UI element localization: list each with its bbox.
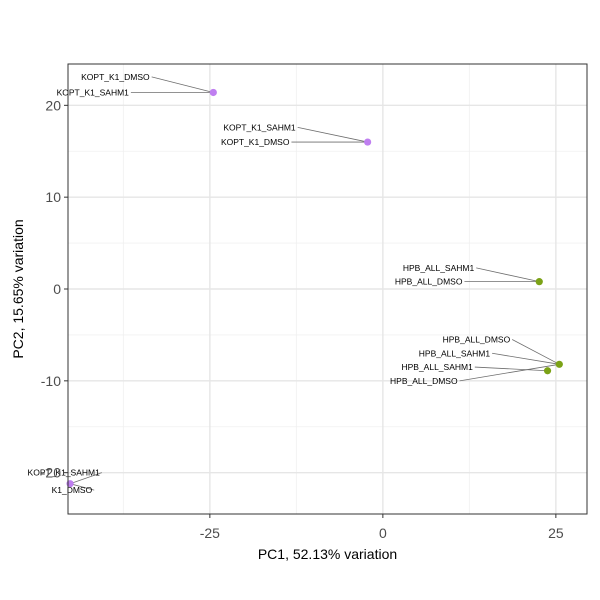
y-tick-label: -10 [41,373,61,389]
data-point [535,278,543,286]
data-point [555,360,563,368]
label-connector [474,366,548,372]
data-point [543,367,552,375]
point-label: K1_DMSO [52,485,93,495]
point-label: HPB_ALL_SAHM1 [403,263,475,273]
x-tick-label: 0 [379,525,387,541]
point-labels: KOPT_K1_DMSO KOPT_K1_SAHM1 KOPT_K1_SAHM1 KO… [28,72,511,495]
point-label: KOPT_K1_SAHM1 [28,468,101,478]
point-label: KOPT_K1_SAHM1 [57,87,130,97]
plot-area: KOPT_K1_DMSO KOPT_K1_SAHM1 KOPT_K1_SAHM1 KO… [28,63,588,515]
label-connector [459,363,560,382]
x-tick-label: 25 [548,525,564,541]
point-label: KOPT_K1_DMSO [81,72,150,82]
point-label: KOPT_K1_SAHM1 [223,122,296,132]
label-connectors [69,76,560,491]
y-tick-label: -20 [41,465,61,481]
grid-lines [68,64,587,514]
data-points [66,88,563,488]
y-tick-label: 0 [53,281,61,297]
label-connector [476,267,540,283]
y-tick-label: 10 [45,189,61,205]
y-tick-label: 20 [45,97,61,113]
x-tick-label: -25 [200,525,220,541]
label-connector [69,483,95,491]
data-point [209,88,217,97]
point-label: KOPT_K1_DMSO [221,137,290,147]
label-connector [69,472,102,485]
point-label: HPB_ALL_DMSO [443,335,511,345]
point-label: HPB_ALL_DMSO [395,277,463,287]
data-point [364,138,372,146]
point-label: HPB_ALL_SAHM1 [419,348,491,358]
x-axis: -25 0 25 [200,514,564,541]
point-label: HPB_ALL_DMSO [390,376,458,386]
label-connector [512,339,560,365]
label-connector [492,352,560,365]
label-connector [151,76,214,93]
y-axis: -20 -10 0 10 20 [41,97,68,481]
point-label: HPB_ALL_SAHM1 [401,362,473,372]
label-connector [297,126,368,143]
x-axis-title: PC1, 52.13% variation [258,546,397,562]
y-axis-title: PC2, 15.65% variation [10,219,26,358]
